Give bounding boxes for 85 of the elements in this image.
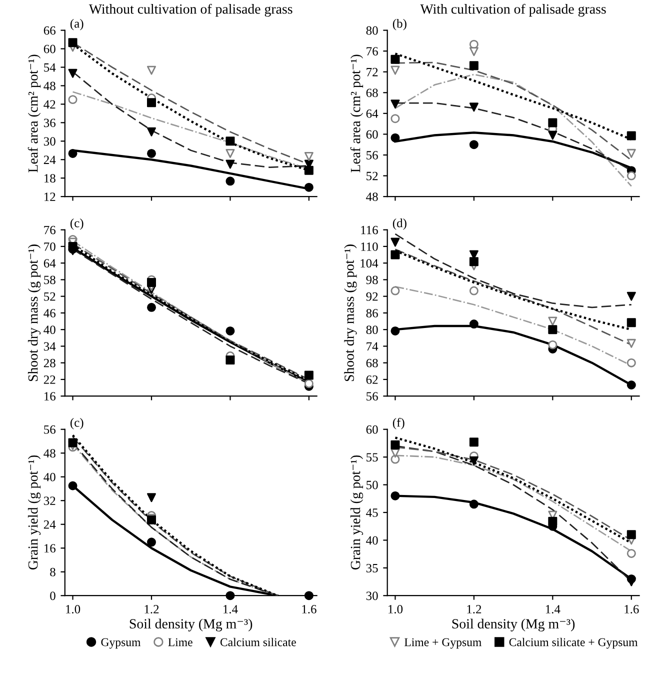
- y-tick-label: 34: [44, 342, 56, 351]
- y-tick-label: 116: [361, 226, 378, 234]
- y-tick-label: 48: [366, 192, 378, 202]
- y-tick-label: 56: [366, 151, 378, 160]
- x-tick-label: 1.2: [144, 605, 159, 614]
- y-tick-label: 64: [44, 259, 56, 268]
- y-tick-label: 48: [44, 82, 56, 90]
- y-tick-label: 60: [366, 130, 378, 139]
- text: (a): [70, 18, 84, 30]
- y-tick-label: 86: [366, 308, 378, 318]
- y-tick-label: 92: [366, 292, 378, 301]
- y-tick-label: 46: [44, 309, 56, 318]
- annotation: (c): [70, 418, 84, 430]
- annotation: (c): [70, 218, 84, 230]
- legend-label: Calcium silicate + Gypsum: [509, 638, 638, 649]
- y-tick-label: 70: [44, 242, 56, 251]
- x-axis-title: Soil density (Mg m⁻³): [130, 618, 252, 632]
- y-axis-title: Leaf area (cm² pot⁻¹): [350, 54, 364, 172]
- y-tick-label: 48: [44, 449, 56, 458]
- y-tick-label: 50: [366, 480, 378, 490]
- y-tick-label: 72: [366, 68, 378, 76]
- y-tick-label: 60: [366, 425, 378, 434]
- y-axis-title: Grain yield (g pot⁻¹): [350, 455, 364, 570]
- legend-label: Lime + Gypsum: [404, 638, 482, 649]
- y-tick-label: 24: [44, 520, 56, 529]
- y-axis-title: Grain yield (g pot⁻¹): [28, 455, 41, 570]
- y-tick-label: 52: [366, 172, 378, 180]
- y-tick-label: 32: [44, 496, 56, 506]
- y-tick-label: 68: [366, 358, 378, 368]
- y-tick-label: 45: [366, 508, 378, 517]
- y-tick-label: 40: [44, 472, 56, 482]
- x-tick-label: 1.0: [388, 604, 403, 614]
- y-tick-label: 74: [366, 342, 378, 351]
- y-tick-label: 62: [366, 376, 378, 384]
- y-tick-label: 0: [50, 592, 56, 600]
- x-axis-title: Soil density (Mg m⁻³): [452, 618, 575, 632]
- y-tick-label: 12: [44, 192, 56, 201]
- y-axis-title: Shoot dry mass (g pot⁻¹): [28, 244, 41, 382]
- y-tick-label: 16: [44, 392, 56, 401]
- chart-title: With cultivation of palisade grass: [420, 4, 606, 17]
- x-tick-label: 1.4: [546, 605, 560, 614]
- y-tick-label: 22: [44, 376, 56, 384]
- y-tick-label: 35: [366, 564, 378, 572]
- y-axis-title: Leaf area (cm² pot⁻¹): [28, 54, 41, 172]
- x-tick-label: 1.0: [66, 604, 80, 614]
- y-tick-label: 68: [366, 88, 378, 98]
- annotation: (d): [392, 218, 406, 230]
- y-tick-label: 16: [44, 544, 56, 553]
- y-tick-label: 24: [44, 156, 56, 164]
- x-tick-label: 1.4: [224, 605, 238, 614]
- legend-label: Calcium silicate: [220, 638, 296, 646]
- x-tick-label: 1.6: [302, 605, 316, 614]
- y-tick-label: 36: [44, 118, 56, 128]
- annotation: (f): [392, 418, 404, 430]
- y-tick-label: 28: [44, 358, 56, 368]
- y-tick-label: 66: [44, 26, 56, 35]
- y-tick-label: 76: [44, 226, 56, 234]
- y-tick-label: 18: [44, 174, 56, 183]
- y-tick-label: 56: [44, 425, 56, 434]
- y-axis-title: Shoot dry mass (g pot⁻¹): [344, 244, 357, 382]
- y-tick-label: 98: [366, 276, 378, 284]
- y-tick-label: 30: [366, 592, 378, 600]
- y-tick-label: 54: [44, 63, 56, 72]
- y-tick-label: 55: [366, 453, 378, 462]
- x-tick-label: 1.2: [467, 605, 482, 614]
- y-tick-label: 58: [44, 276, 56, 284]
- y-tick-label: 40: [366, 536, 378, 545]
- y-tick-label: 80: [366, 326, 378, 334]
- y-tick-label: 42: [44, 100, 56, 109]
- y-tick-label: 52: [44, 292, 56, 301]
- text: (b): [392, 18, 406, 30]
- y-tick-label: 104: [360, 259, 378, 268]
- y-tick-label: 80: [366, 26, 378, 35]
- y-tick-label: 64: [366, 109, 378, 118]
- chart-title: Without cultivation of palisade grass: [88, 4, 292, 17]
- x-tick-label: 1.6: [624, 605, 639, 614]
- y-tick-label: 30: [44, 137, 56, 146]
- y-tick-label: 40: [44, 326, 56, 334]
- y-tick-label: 110: [361, 242, 378, 251]
- y-tick-label: 60: [44, 44, 56, 54]
- y-tick-label: 76: [366, 47, 378, 56]
- y-tick-label: 56: [366, 392, 378, 401]
- y-tick-label: 8: [50, 568, 56, 576]
- legend-label: Lime: [168, 638, 192, 646]
- legend-label: Gypsum: [101, 638, 141, 649]
